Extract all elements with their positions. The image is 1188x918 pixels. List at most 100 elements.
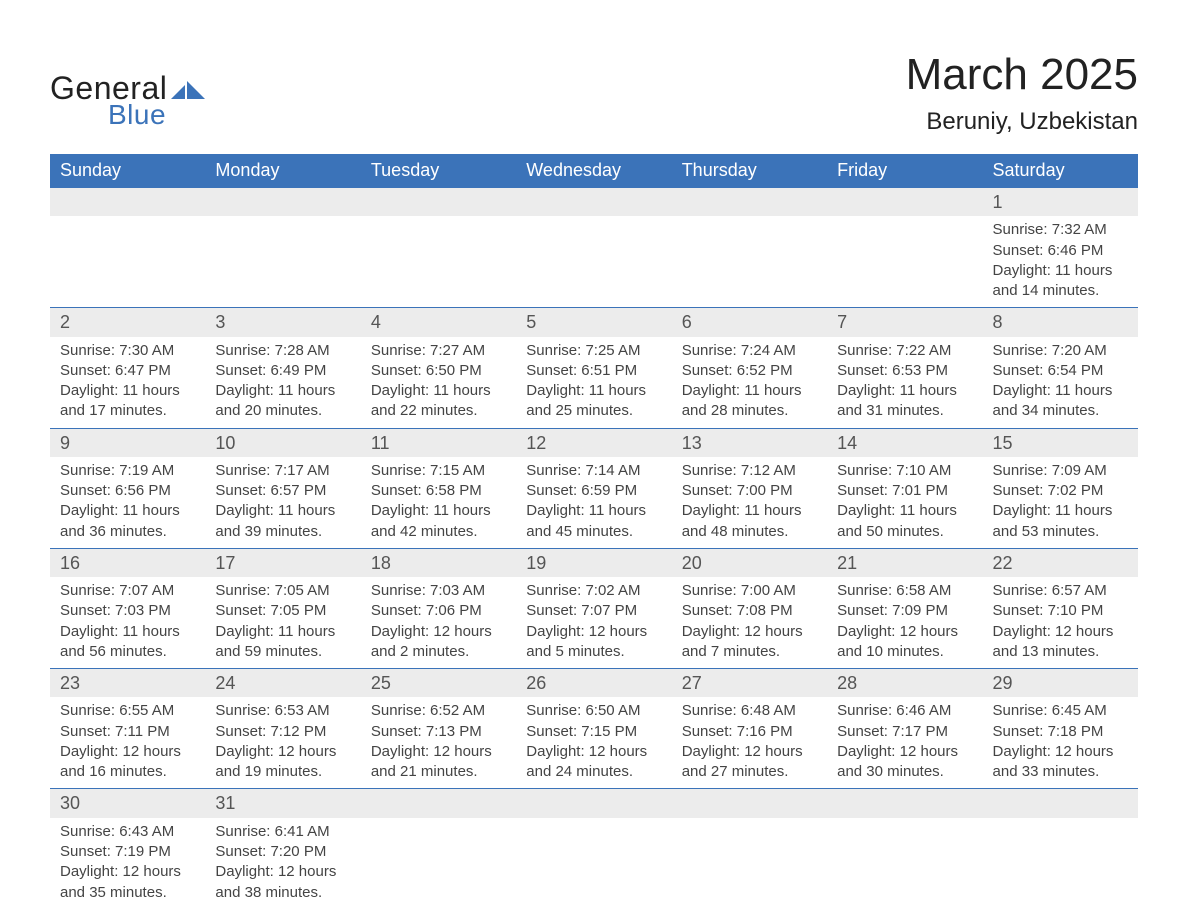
day-details: Sunrise: 6:48 AMSunset: 7:16 PMDaylight:… [672,697,827,789]
logo-word2: Blue [108,99,205,131]
daylight2: and 22 minutes. [371,401,506,421]
day-details [50,216,205,308]
daylight1: Daylight: 11 hours [215,381,350,401]
day-details: Sunrise: 6:52 AMSunset: 7:13 PMDaylight:… [361,697,516,789]
daylight1: Daylight: 12 hours [371,622,506,642]
daynum-row: 1 [50,188,1138,217]
day-details: Sunrise: 6:53 AMSunset: 7:12 PMDaylight:… [205,697,360,789]
details-row: Sunrise: 7:32 AMSunset: 6:46 PMDaylight:… [50,216,1138,308]
day-number: 23 [50,669,205,698]
daylight2: and 31 minutes. [837,401,972,421]
daynum-row: 2345678 [50,308,1138,337]
sunset: Sunset: 7:15 PM [526,722,661,742]
day-number: 14 [827,428,982,457]
daylight2: and 38 minutes. [215,883,350,903]
day-details: Sunrise: 7:24 AMSunset: 6:52 PMDaylight:… [672,337,827,429]
daylight1: Daylight: 11 hours [526,501,661,521]
sunrise: Sunrise: 7:30 AM [60,341,195,361]
sunset: Sunset: 6:46 PM [993,241,1128,261]
sunset: Sunset: 6:57 PM [215,481,350,501]
day-details: Sunrise: 7:02 AMSunset: 7:07 PMDaylight:… [516,577,671,669]
daylight2: and 14 minutes. [993,281,1128,301]
daylight1: Daylight: 11 hours [215,622,350,642]
daylight2: and 28 minutes. [682,401,817,421]
daylight2: and 21 minutes. [371,762,506,782]
daylight1: Daylight: 11 hours [60,381,195,401]
daynum-row: 23242526272829 [50,669,1138,698]
daylight2: and 10 minutes. [837,642,972,662]
daylight2: and 48 minutes. [682,522,817,542]
sunset: Sunset: 6:49 PM [215,361,350,381]
day-details: Sunrise: 6:57 AMSunset: 7:10 PMDaylight:… [983,577,1138,669]
daylight1: Daylight: 12 hours [215,742,350,762]
sunrise: Sunrise: 7:27 AM [371,341,506,361]
day-number: 12 [516,428,671,457]
sunrise: Sunrise: 7:32 AM [993,220,1128,240]
daylight2: and 16 minutes. [60,762,195,782]
sunrise: Sunrise: 6:46 AM [837,701,972,721]
daylight2: and 30 minutes. [837,762,972,782]
day-number: 10 [205,428,360,457]
sunrise: Sunrise: 7:22 AM [837,341,972,361]
sunrise: Sunrise: 7:25 AM [526,341,661,361]
day-details [516,818,671,909]
sunrise: Sunrise: 6:48 AM [682,701,817,721]
page-header: General Blue March 2025 Beruniy, Uzbekis… [50,50,1138,136]
day-number: 1 [983,188,1138,217]
daylight2: and 59 minutes. [215,642,350,662]
sunrise: Sunrise: 7:14 AM [526,461,661,481]
daylight2: and 35 minutes. [60,883,195,903]
day-number: 29 [983,669,1138,698]
sunset: Sunset: 7:01 PM [837,481,972,501]
day-details: Sunrise: 6:50 AMSunset: 7:15 PMDaylight:… [516,697,671,789]
day-details: Sunrise: 7:27 AMSunset: 6:50 PMDaylight:… [361,337,516,429]
day-number: 4 [361,308,516,337]
day-details: Sunrise: 7:20 AMSunset: 6:54 PMDaylight:… [983,337,1138,429]
sunset: Sunset: 6:47 PM [60,361,195,381]
day-number: 24 [205,669,360,698]
sunrise: Sunrise: 7:28 AM [215,341,350,361]
sunrise: Sunrise: 7:03 AM [371,581,506,601]
sunrise: Sunrise: 7:24 AM [682,341,817,361]
day-number: 3 [205,308,360,337]
day-details: Sunrise: 7:25 AMSunset: 6:51 PMDaylight:… [516,337,671,429]
location: Beruniy, Uzbekistan [906,108,1138,136]
daylight2: and 7 minutes. [682,642,817,662]
daylight1: Daylight: 12 hours [371,742,506,762]
daynum-row: 3031 [50,789,1138,818]
daylight1: Daylight: 12 hours [215,862,350,882]
day-details [827,216,982,308]
sunrise: Sunrise: 7:17 AM [215,461,350,481]
sunset: Sunset: 7:19 PM [60,842,195,862]
daylight1: Daylight: 11 hours [993,261,1128,281]
day-details: Sunrise: 6:58 AMSunset: 7:09 PMDaylight:… [827,577,982,669]
day-details [672,818,827,909]
sunrise: Sunrise: 6:53 AM [215,701,350,721]
daylight2: and 34 minutes. [993,401,1128,421]
day-details: Sunrise: 7:28 AMSunset: 6:49 PMDaylight:… [205,337,360,429]
day-details: Sunrise: 7:05 AMSunset: 7:05 PMDaylight:… [205,577,360,669]
day-number: 19 [516,548,671,577]
sunset: Sunset: 7:07 PM [526,601,661,621]
day-details: Sunrise: 6:43 AMSunset: 7:19 PMDaylight:… [50,818,205,909]
sunrise: Sunrise: 7:05 AM [215,581,350,601]
day-details [983,818,1138,909]
col-monday: Monday [205,154,360,188]
day-details [205,216,360,308]
sunset: Sunset: 7:00 PM [682,481,817,501]
sunset: Sunset: 7:05 PM [215,601,350,621]
day-number: 17 [205,548,360,577]
sunset: Sunset: 7:17 PM [837,722,972,742]
daylight2: and 50 minutes. [837,522,972,542]
col-saturday: Saturday [983,154,1138,188]
sunrise: Sunrise: 7:19 AM [60,461,195,481]
day-number: 28 [827,669,982,698]
day-number [50,188,205,217]
day-number: 5 [516,308,671,337]
logo: General Blue [50,70,205,131]
sunrise: Sunrise: 6:45 AM [993,701,1128,721]
daylight1: Daylight: 11 hours [526,381,661,401]
sunset: Sunset: 7:09 PM [837,601,972,621]
col-friday: Friday [827,154,982,188]
daylight1: Daylight: 12 hours [60,862,195,882]
